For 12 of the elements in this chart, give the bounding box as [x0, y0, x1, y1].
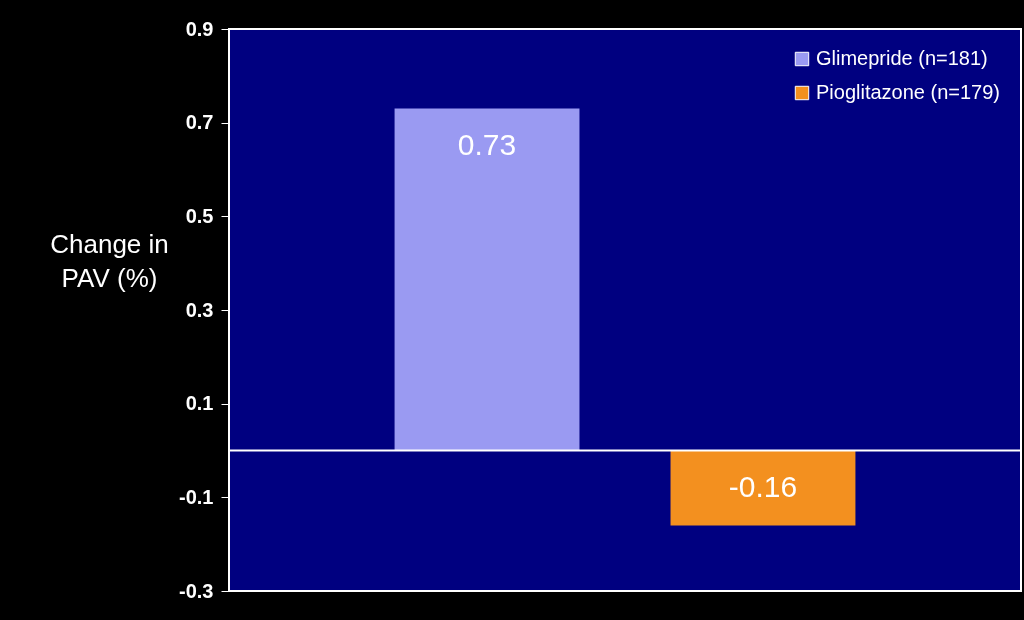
legend-label: Glimepride (n=181) — [816, 47, 988, 69]
y-tick-label: -0.1 — [179, 485, 214, 508]
y-tick-label: -0.3 — [179, 579, 214, 602]
y-axis-title: Change in PAV (%) — [50, 228, 169, 293]
y-tick-label: 0.1 — [185, 392, 214, 415]
y-tick-label: 0.3 — [185, 298, 214, 321]
data-label: -0.16 — [728, 470, 798, 504]
y-tick-label: 0.9 — [185, 17, 214, 40]
y-tick-label: 0.5 — [185, 204, 214, 227]
legend-label: Pioglitazone (n=179) — [816, 81, 1001, 103]
y-tick-label: 0.7 — [185, 111, 214, 134]
data-label: 0.73 — [457, 127, 517, 161]
